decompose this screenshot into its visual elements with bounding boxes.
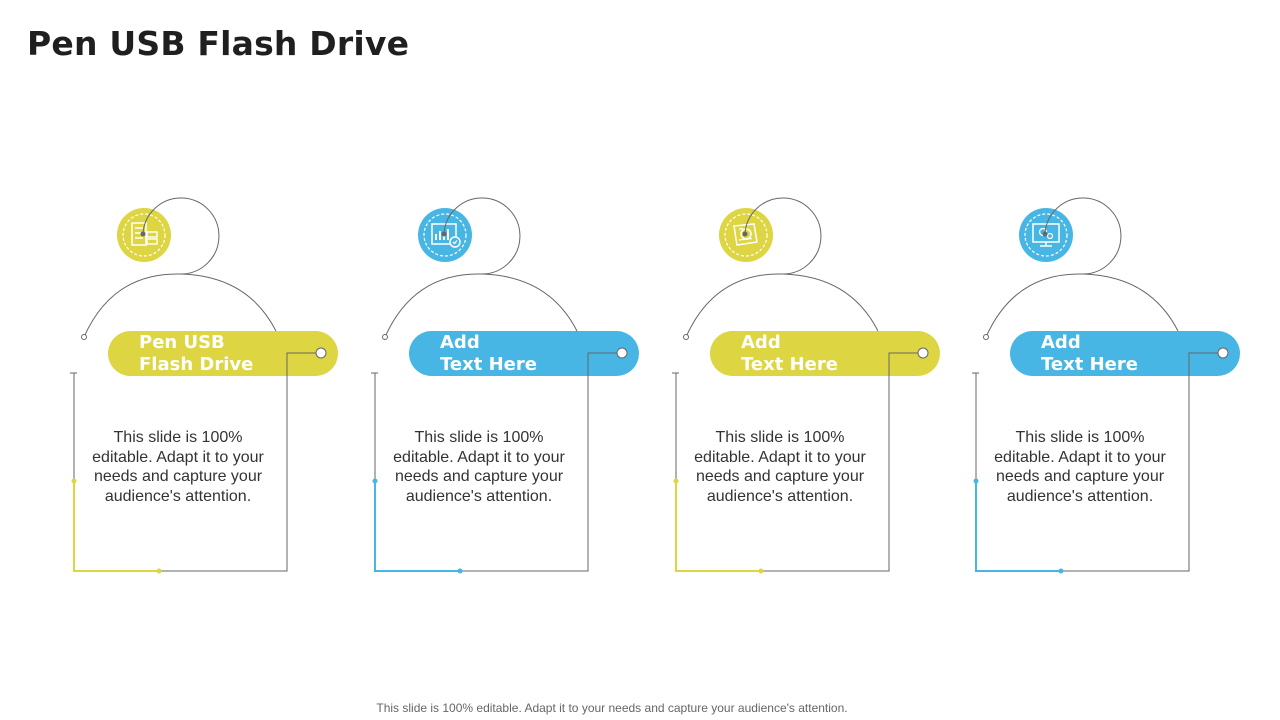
card-heading-line2: Text Here — [741, 353, 838, 375]
card-body-text: This slide is 100% editable. Adapt it to… — [393, 429, 565, 505]
card-heading-line1: Add — [741, 331, 781, 353]
page-title: Pen USB Flash Drive — [27, 24, 410, 63]
server-document-icon — [117, 208, 171, 262]
chart-report-icon — [418, 208, 472, 262]
card-heading-pill: Add Text Here — [409, 331, 639, 376]
certificate-icon — [719, 208, 773, 262]
card-heading-line2: Flash Drive — [139, 353, 254, 375]
card-heading-pill: Add Text Here — [710, 331, 940, 376]
card-body-text: This slide is 100% editable. Adapt it to… — [994, 429, 1166, 505]
card-heading-line2: Text Here — [1041, 353, 1138, 375]
card-heading-pill: Pen USB Flash Drive — [108, 331, 338, 376]
card-2: Add Text Here This slide is 100% editabl… — [374, 190, 674, 590]
card-3: Add Text Here This slide is 100% editabl… — [675, 190, 975, 590]
card-heading-line1: Add — [1041, 331, 1081, 353]
footer-note: This slide is 100% editable. Adapt it to… — [376, 701, 848, 715]
card-4: Add Text Here This slide is 100% editabl… — [975, 190, 1275, 590]
card-heading-line2: Text Here — [440, 353, 537, 375]
card-body-text: This slide is 100% editable. Adapt it to… — [92, 429, 264, 505]
card-1: Pen USB Flash Drive This slide is 100% e… — [73, 190, 373, 590]
card-heading-line1: Add — [440, 331, 480, 353]
card-heading-line1: Pen USB — [139, 331, 225, 353]
card-body-text: This slide is 100% editable. Adapt it to… — [694, 429, 866, 505]
monitor-settings-icon — [1019, 208, 1073, 262]
card-heading-pill: Add Text Here — [1010, 331, 1240, 376]
